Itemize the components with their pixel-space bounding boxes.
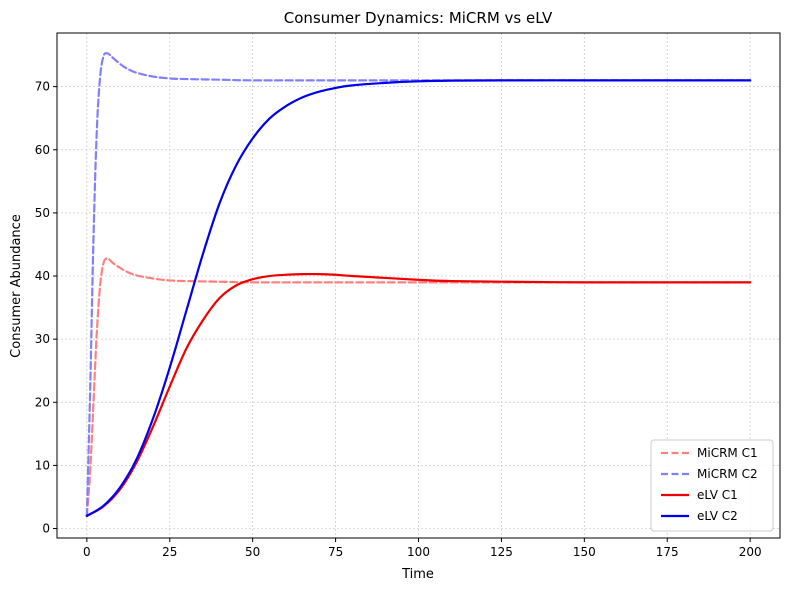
y-tick-label: 30 xyxy=(35,332,50,346)
x-axis-label: Time xyxy=(401,567,434,582)
x-tick-label: 100 xyxy=(407,545,430,559)
series-layer xyxy=(85,52,752,518)
x-tick-label: 175 xyxy=(656,545,679,559)
x-tick-label: 75 xyxy=(328,545,343,559)
y-tick-label: 50 xyxy=(35,206,50,220)
legend-label-elv-c1: eLV C1 xyxy=(697,488,738,502)
legend-label-elv-c2: eLV C2 xyxy=(697,509,738,523)
x-tick-label: 150 xyxy=(573,545,596,559)
x-tick-label: 50 xyxy=(245,545,260,559)
y-tick-label: 40 xyxy=(35,269,50,283)
series-line-elv-c1 xyxy=(85,272,752,518)
grid xyxy=(57,33,780,538)
y-tick-label: 20 xyxy=(35,395,50,409)
x-tick-label: 125 xyxy=(490,545,513,559)
chart-title: Consumer Dynamics: MiCRM vs eLV xyxy=(284,9,553,27)
legend-label-micrm-c2: MiCRM C2 xyxy=(697,467,758,481)
legend-box xyxy=(650,439,774,532)
x-tick-label: 25 xyxy=(162,545,177,559)
y-tick-label: 0 xyxy=(42,522,50,536)
y-axis-label: Consumer Abundance xyxy=(9,214,24,358)
y-tick-label: 70 xyxy=(35,80,50,94)
x-tick-label: 0 xyxy=(83,545,91,559)
legend: MiCRM C1 MiCRM C2 eLV C1 eLV C2 xyxy=(650,439,774,532)
y-tick-label: 60 xyxy=(35,143,50,157)
y-tick-label: 10 xyxy=(35,458,50,472)
legend-label-micrm-c1: MiCRM C1 xyxy=(697,446,758,460)
series-line-elv-c2 xyxy=(85,79,752,518)
ticks: 0 25 50 75 100 125 150 175 200 0 10 20 30 40 50 60 70 xyxy=(35,80,762,559)
x-tick-label: 200 xyxy=(739,545,762,559)
